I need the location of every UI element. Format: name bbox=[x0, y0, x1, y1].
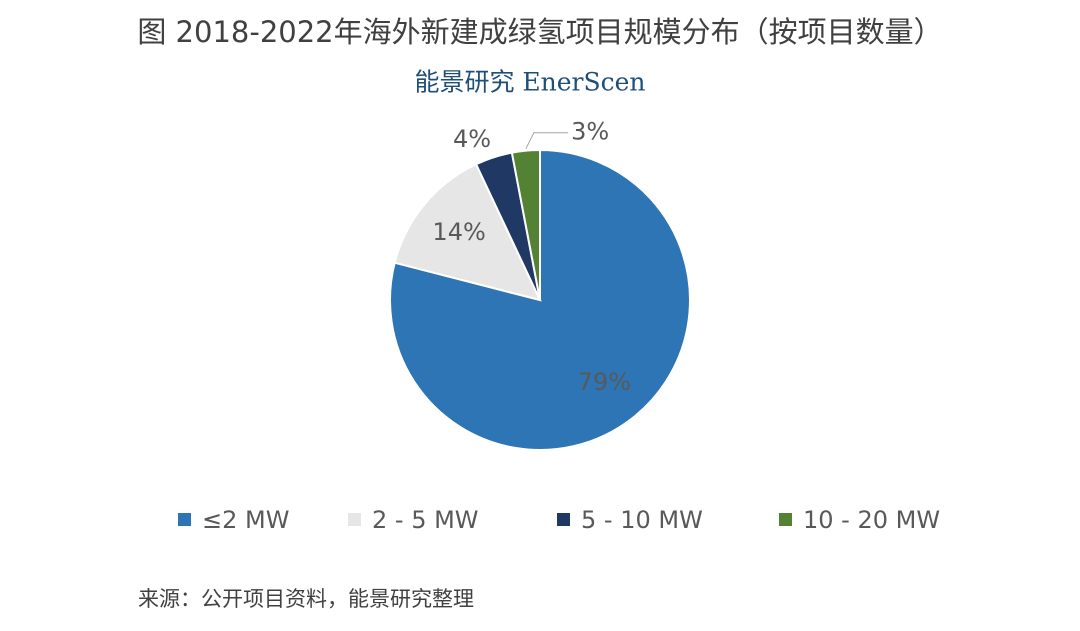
pie-slice bbox=[393, 162, 542, 302]
legend-label: 5 - 10 MW bbox=[581, 506, 703, 534]
data-label: 4% bbox=[453, 125, 491, 153]
chart-title: 图 2018-2022年海外新建成绿氢项目规模分布（按项目数量） bbox=[137, 15, 942, 49]
source-note: 来源：公开项目资料，能景研究整理 bbox=[138, 587, 474, 611]
data-label: 79% bbox=[578, 368, 631, 396]
legend-swatch bbox=[348, 513, 361, 526]
legend-label: 2 - 5 MW bbox=[372, 506, 479, 534]
data-label: 14% bbox=[432, 218, 485, 246]
pie-slice bbox=[510, 148, 541, 301]
legend-swatch bbox=[178, 513, 191, 526]
leader-line bbox=[525, 132, 569, 149]
legend-swatch bbox=[557, 513, 570, 526]
legend-label: 10 - 20 MW bbox=[803, 506, 940, 534]
subtitle: 能景研究 EnerScen bbox=[414, 68, 645, 97]
legend-swatch bbox=[779, 513, 792, 526]
data-label: 3% bbox=[571, 118, 609, 146]
legend-label: ≤2 MW bbox=[202, 506, 289, 534]
